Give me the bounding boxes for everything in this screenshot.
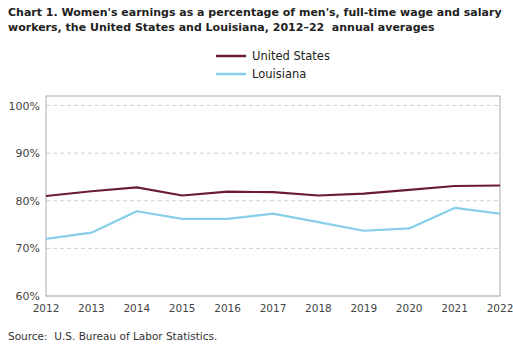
source-note: Source: U.S. Bureau of Labor Statistics. — [8, 330, 217, 342]
legend: United States Louisiana — [216, 49, 330, 81]
x-tick-label: 2021 — [441, 302, 468, 314]
x-tick-label: 2014 — [123, 302, 150, 314]
y-tick-label: 80% — [16, 195, 40, 208]
legend-swatch — [216, 55, 246, 58]
grid-line — [46, 248, 500, 249]
legend-label: United States — [252, 49, 330, 63]
title: workers, the United States and Louisiana… — [8, 21, 435, 34]
x-tick-label: 2020 — [396, 302, 423, 314]
legend-label: Louisiana — [252, 67, 306, 81]
series-line — [46, 186, 500, 196]
x-tick-label: 2013 — [78, 302, 105, 314]
y-tick-label: 70% — [16, 242, 40, 255]
x-tick-label: 2012 — [33, 302, 60, 314]
y-tick-label: 100% — [9, 100, 40, 113]
x-tick-label: 2017 — [260, 302, 287, 314]
legend-swatch — [216, 73, 246, 76]
x-tick-label: 2022 — [487, 302, 513, 314]
series-line — [46, 208, 500, 239]
plot-lines — [46, 186, 500, 239]
grid-line — [46, 153, 500, 154]
x-tick-label: 2019 — [350, 302, 377, 314]
title: Chart 1. Women's earnings as a percentag… — [8, 6, 502, 19]
grid-line — [46, 105, 500, 106]
y-tick-label: 90% — [16, 147, 40, 160]
plot-frame — [46, 96, 500, 296]
grid-line — [46, 200, 500, 201]
x-tick-label: 2016 — [214, 302, 241, 314]
x-tick-label: 2018 — [305, 302, 332, 314]
x-tick-label: 2015 — [169, 302, 196, 314]
